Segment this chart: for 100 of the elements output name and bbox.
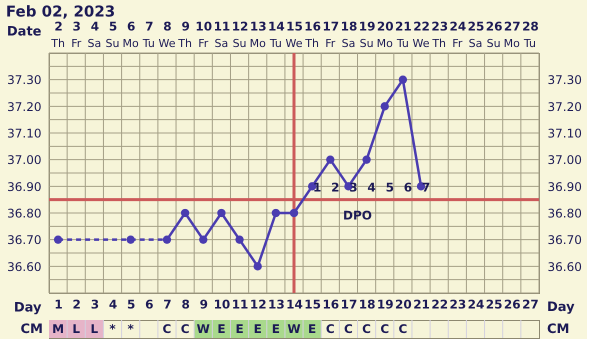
- x-tick-label: 20: [395, 298, 412, 312]
- text: Tu: [268, 37, 282, 50]
- y2-tick-label: 36.60: [548, 260, 582, 274]
- y2-tick-label: 37.30: [548, 73, 582, 88]
- point: [254, 262, 262, 271]
- category-label: E: [235, 322, 244, 336]
- text: Tu: [522, 37, 536, 50]
- y-tick-label: 36.90: [7, 180, 42, 194]
- text: Fr: [325, 37, 336, 50]
- x-tick-label: 25: [486, 298, 502, 312]
- x2-tick-label: 4: [90, 20, 100, 34]
- chart-title: Feb 02, 2023: [6, 2, 116, 20]
- x-axis-title: Day: [547, 300, 576, 315]
- category-label: L: [90, 322, 99, 336]
- x-tick-label: 14: [286, 298, 303, 312]
- category-label: E: [272, 322, 280, 336]
- x2-tick-label: 19: [358, 20, 376, 34]
- annotation: 4: [367, 180, 376, 195]
- category-label: E: [308, 322, 316, 336]
- text: Su: [486, 37, 501, 50]
- annotation: 1: [312, 180, 322, 195]
- annotation: DPO: [343, 208, 372, 223]
- text: Tu: [142, 37, 155, 50]
- x2-tick-label: 10: [195, 20, 212, 34]
- category-label: W: [196, 322, 210, 336]
- text: CM: [547, 322, 570, 337]
- point: [54, 235, 62, 244]
- point: [326, 155, 334, 164]
- x-tick-label: 4: [108, 298, 118, 312]
- x-tick-label: 21: [413, 298, 430, 312]
- point: [272, 208, 280, 218]
- category-label: C: [344, 322, 354, 336]
- text: Sa: [342, 37, 356, 50]
- text: Fr: [71, 37, 82, 50]
- x2-tick-label: 7: [145, 20, 154, 34]
- y-tick-label: 37.30: [7, 73, 42, 88]
- x2-tick-label: 13: [250, 20, 267, 34]
- text: Th: [431, 37, 446, 50]
- category-label: C: [362, 322, 372, 336]
- x-tick-label: 8: [181, 298, 190, 312]
- point: [362, 155, 371, 164]
- point: [126, 235, 135, 244]
- x-tick-label: 19: [376, 298, 394, 312]
- text: Day: [14, 300, 42, 316]
- text: Mo: [122, 37, 140, 50]
- annotation: 7: [422, 180, 430, 195]
- x-tick-label: 27: [522, 298, 539, 312]
- x-tick-label: 2: [72, 298, 81, 312]
- x2-tick-label: 16: [304, 20, 321, 34]
- x2-tick-label: 27: [504, 20, 521, 34]
- x2-tick-label: 26: [486, 20, 502, 34]
- x-tick-label: 24: [468, 298, 484, 312]
- x-tick-label: 1: [54, 298, 63, 312]
- point: [162, 235, 172, 244]
- y2-tick-label: 37.20: [548, 100, 582, 114]
- point: [290, 208, 298, 218]
- x-tick-label: 9: [200, 298, 208, 312]
- x2-tick-label: 12: [232, 20, 248, 34]
- text: Tu: [396, 37, 409, 50]
- text: Su: [106, 37, 120, 50]
- x-tick-label: 11: [232, 298, 248, 312]
- x2-tick-label: 3: [72, 20, 81, 34]
- text: We: [158, 37, 176, 50]
- annotation: 5: [386, 180, 394, 195]
- text: Th: [304, 37, 320, 50]
- x-tick-label: 7: [163, 298, 172, 312]
- y2-tick-label: 36.70: [548, 233, 582, 248]
- category-label: E: [217, 322, 226, 336]
- category-label: C: [162, 322, 172, 336]
- text: Sa: [88, 37, 102, 50]
- category-label: M: [52, 322, 64, 336]
- text: Th: [50, 37, 65, 50]
- point: [199, 235, 208, 244]
- y-tick-label: 36.80: [7, 206, 42, 220]
- annotation: 2: [331, 180, 340, 195]
- text: Sa: [214, 37, 228, 50]
- x-tick-label: 23: [449, 298, 466, 312]
- point: [235, 235, 244, 244]
- x2-tick-label: 20: [376, 20, 394, 34]
- x2-tick-label: 5: [108, 20, 118, 34]
- text: Th: [177, 37, 192, 50]
- text: Mo: [504, 37, 520, 50]
- x2-tick-label: 28: [522, 20, 539, 34]
- x-tick-label: 15: [304, 298, 321, 312]
- x2-tick-label: 14: [268, 20, 285, 34]
- y2-tick-label: 36.80: [548, 206, 582, 220]
- x-tick-label: 5: [126, 298, 136, 312]
- x-tick-label: 13: [268, 298, 285, 312]
- category-label: C: [398, 322, 408, 336]
- text: Su: [360, 37, 374, 50]
- x-tick-label: 10: [214, 298, 230, 312]
- x2-tick-label: 8: [163, 20, 172, 34]
- point: [180, 208, 190, 218]
- y2-tick-label: 37.00: [548, 153, 582, 168]
- text: Fr: [198, 37, 209, 50]
- point: [398, 75, 408, 84]
- x2-tick-label: 17: [322, 20, 340, 34]
- y2-tick-label: 37.10: [548, 126, 582, 140]
- category-label: C: [326, 322, 335, 336]
- x2-tick-label: 24: [449, 20, 466, 34]
